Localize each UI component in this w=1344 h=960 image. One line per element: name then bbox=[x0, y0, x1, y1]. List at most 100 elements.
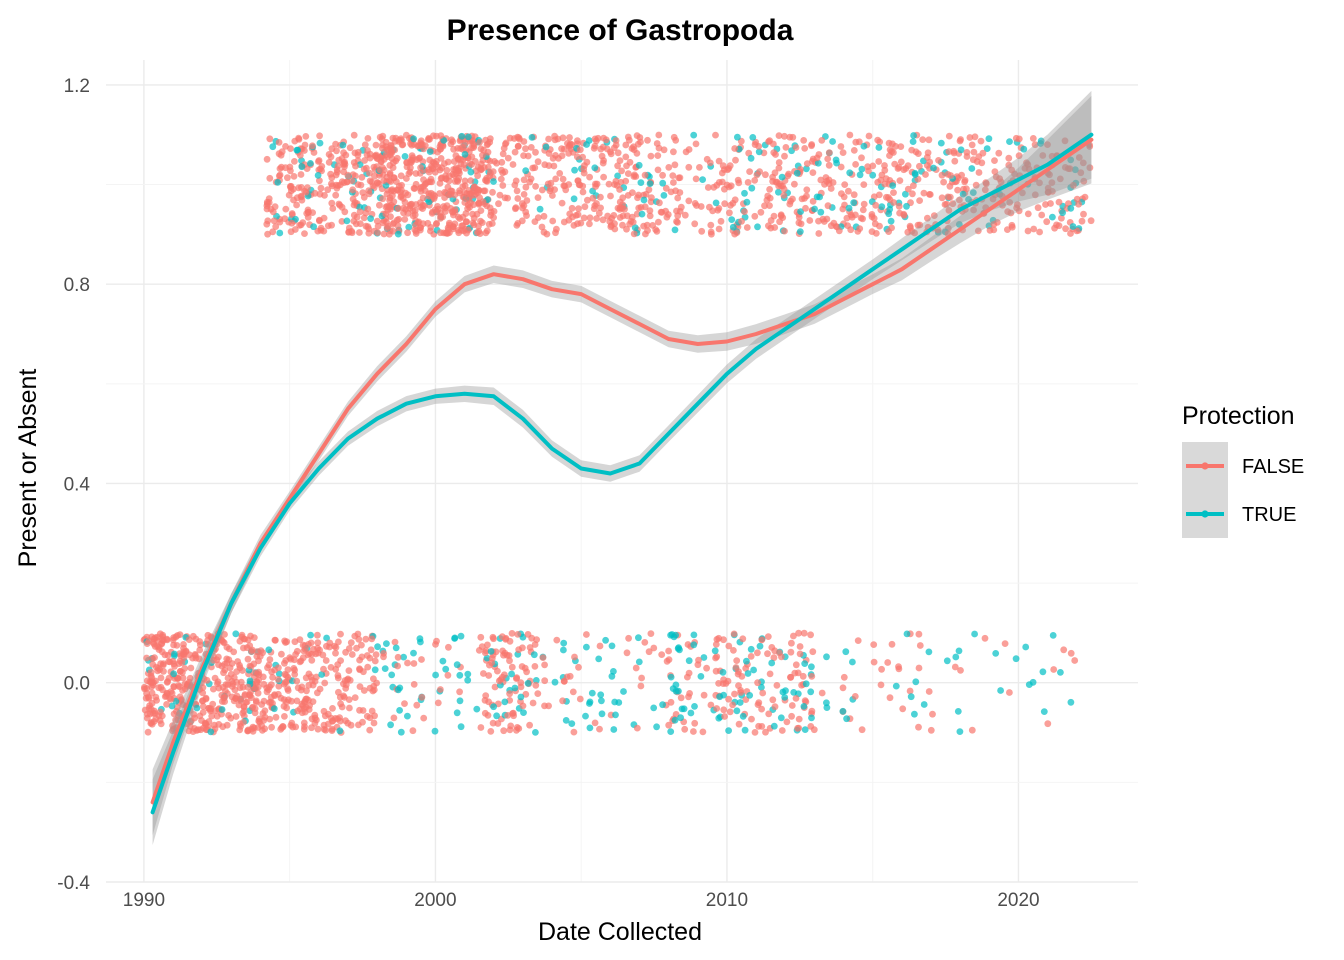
data-point bbox=[766, 186, 773, 193]
data-point bbox=[520, 176, 528, 184]
data-point bbox=[886, 206, 894, 213]
data-point bbox=[1024, 161, 1032, 168]
data-point bbox=[728, 216, 736, 224]
data-point bbox=[685, 669, 693, 677]
data-point bbox=[568, 720, 576, 727]
data-point bbox=[358, 173, 366, 181]
data-point bbox=[524, 631, 532, 638]
legend-key-point-false bbox=[1201, 462, 1209, 470]
data-point bbox=[909, 190, 916, 198]
data-point bbox=[401, 216, 409, 223]
data-point bbox=[1087, 217, 1095, 225]
data-point bbox=[297, 686, 305, 694]
data-point bbox=[386, 196, 393, 204]
data-point bbox=[691, 703, 698, 710]
data-point bbox=[356, 220, 364, 228]
data-point bbox=[768, 659, 776, 667]
data-point bbox=[592, 137, 600, 145]
data-point bbox=[896, 177, 904, 185]
data-point bbox=[622, 177, 630, 185]
data-point bbox=[179, 674, 187, 682]
data-point bbox=[352, 172, 359, 180]
data-point bbox=[764, 633, 772, 640]
data-point bbox=[727, 201, 734, 209]
data-point bbox=[881, 166, 889, 174]
data-point bbox=[368, 635, 376, 643]
data-point bbox=[1037, 137, 1045, 145]
data-point bbox=[737, 687, 744, 694]
data-point bbox=[875, 191, 883, 199]
data-point bbox=[433, 637, 440, 645]
data-point bbox=[739, 712, 747, 720]
data-point bbox=[534, 690, 542, 697]
data-point bbox=[281, 679, 289, 686]
data-point bbox=[881, 162, 888, 169]
data-point bbox=[845, 204, 853, 212]
data-point bbox=[586, 173, 593, 181]
data-point bbox=[287, 228, 295, 236]
data-point bbox=[930, 164, 937, 172]
data-point bbox=[155, 684, 163, 692]
data-point bbox=[393, 186, 401, 194]
data-point bbox=[355, 721, 362, 729]
data-point bbox=[1044, 720, 1052, 728]
data-point bbox=[466, 204, 473, 211]
data-point bbox=[700, 654, 708, 661]
data-point bbox=[240, 707, 248, 715]
data-point bbox=[1081, 193, 1089, 201]
data-point bbox=[265, 646, 273, 654]
data-point bbox=[837, 163, 845, 171]
data-point bbox=[1062, 225, 1069, 233]
data-point bbox=[854, 637, 862, 644]
data-point bbox=[775, 132, 783, 140]
data-point bbox=[782, 687, 789, 695]
data-point bbox=[735, 720, 743, 728]
data-point bbox=[545, 150, 553, 157]
data-point bbox=[360, 214, 368, 222]
data-point bbox=[311, 189, 319, 197]
data-point bbox=[488, 659, 496, 667]
data-point bbox=[349, 195, 357, 203]
data-point bbox=[781, 132, 788, 140]
data-point bbox=[409, 727, 417, 735]
data-point bbox=[501, 698, 509, 706]
data-point bbox=[417, 164, 424, 172]
data-point bbox=[462, 218, 470, 226]
data-point bbox=[618, 167, 625, 175]
data-point bbox=[360, 687, 368, 694]
data-point bbox=[345, 667, 353, 674]
data-point bbox=[712, 641, 720, 648]
data-point bbox=[1044, 141, 1051, 149]
data-point bbox=[945, 207, 953, 214]
data-point bbox=[394, 653, 402, 661]
data-point bbox=[1079, 159, 1087, 167]
data-point bbox=[864, 163, 872, 171]
data-point bbox=[374, 229, 381, 237]
data-point bbox=[173, 642, 181, 649]
data-point bbox=[755, 148, 763, 156]
data-point bbox=[333, 147, 340, 155]
data-point bbox=[510, 712, 517, 720]
data-point bbox=[725, 695, 732, 703]
data-point bbox=[380, 177, 388, 185]
data-point bbox=[675, 644, 682, 651]
data-point bbox=[755, 143, 763, 150]
legend-key-point-true bbox=[1201, 510, 1209, 518]
data-point bbox=[526, 644, 534, 651]
data-point bbox=[589, 194, 597, 202]
data-point bbox=[622, 153, 630, 161]
data-point bbox=[1029, 135, 1037, 142]
data-point bbox=[743, 198, 751, 206]
data-point bbox=[230, 697, 238, 705]
data-point bbox=[808, 141, 816, 148]
data-point bbox=[318, 163, 326, 170]
data-point bbox=[165, 674, 173, 682]
data-point bbox=[808, 714, 815, 722]
data-point bbox=[513, 726, 520, 734]
data-point bbox=[591, 142, 599, 150]
data-point bbox=[995, 149, 1003, 157]
data-point bbox=[685, 693, 692, 701]
data-point bbox=[361, 157, 368, 164]
data-point bbox=[800, 703, 808, 710]
data-point bbox=[902, 190, 909, 198]
